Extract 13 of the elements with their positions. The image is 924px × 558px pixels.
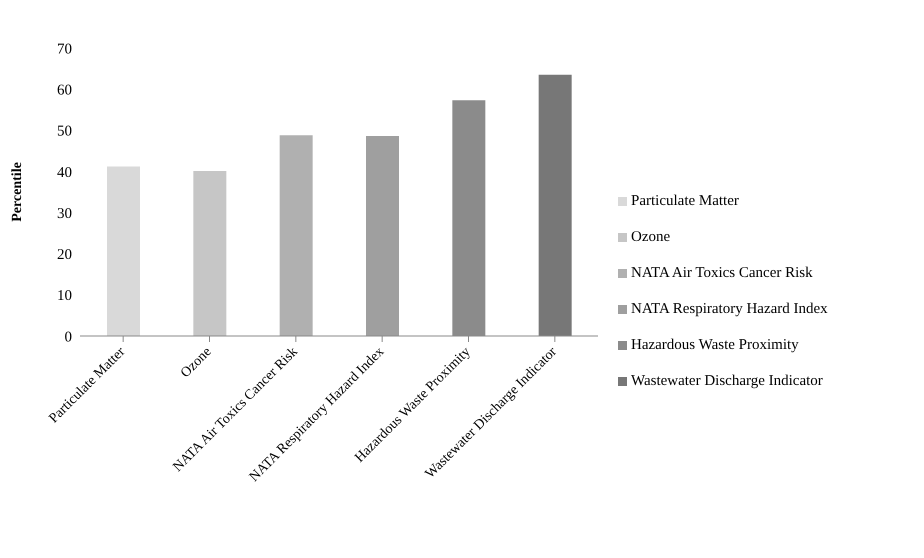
y-tick-label: 30 xyxy=(57,206,72,222)
y-tick-label: 40 xyxy=(57,164,72,181)
y-tick-label: 50 xyxy=(57,124,72,140)
y-tick-label: 0 xyxy=(64,329,72,346)
y-tick-label: 10 xyxy=(57,288,72,304)
y-tick-label: 70 xyxy=(57,41,72,58)
legend-label: NATA Air Toxics Cancer Risk xyxy=(631,265,813,281)
y-tick-label: 60 xyxy=(57,82,72,98)
legend-label: NATA Respiratory Hazard Index xyxy=(631,301,828,317)
legend-label: Particulate Matter xyxy=(631,193,739,209)
legend-label: Ozone xyxy=(631,229,670,245)
y-axis-title: Percentile xyxy=(10,162,25,222)
y-tick-label: 20 xyxy=(57,247,72,264)
